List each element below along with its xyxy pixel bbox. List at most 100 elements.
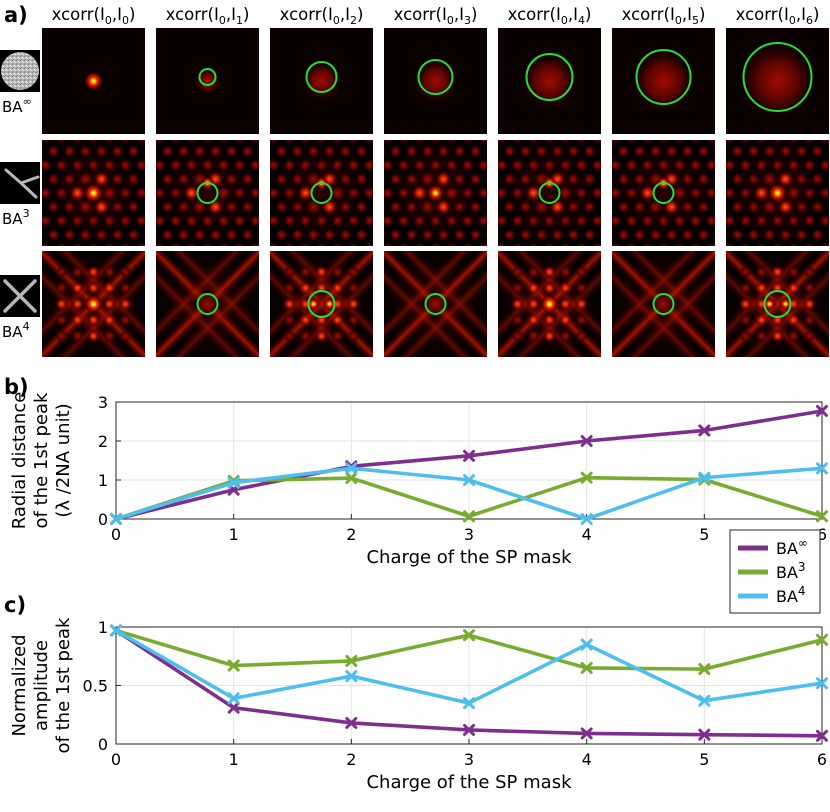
- intensity-lobe: [103, 158, 116, 172]
- y-axis-label-line: amplitude: [31, 640, 52, 731]
- col-header-text: xcorr(I: [394, 5, 447, 24]
- row-label-text: BA3: [2, 207, 30, 228]
- col-header-sub: 3: [464, 14, 471, 27]
- intensity-lobe: [363, 140, 373, 144]
- intensity-lobe: [413, 242, 426, 246]
- intensity-lobe: [445, 242, 458, 246]
- intensity-lobe: [477, 242, 487, 246]
- intensity-lobe: [339, 228, 352, 242]
- intensity-lobe: [557, 185, 574, 201]
- data-point-marker: [110, 513, 122, 525]
- intensity-lobe: [371, 202, 373, 212]
- column-header-2: xcorr(I0,I2): [280, 5, 364, 27]
- intensity-lobe: [347, 186, 360, 200]
- intensity-lobe: [811, 172, 824, 186]
- intensity-lobe: [275, 144, 288, 158]
- intensity-lobe: [649, 228, 662, 242]
- intensity-lobe: [315, 265, 328, 279]
- intensity-lobe: [249, 214, 259, 228]
- intensity-lobe: [384, 146, 386, 156]
- intensity-lobe: [217, 242, 230, 246]
- intensity-lobe: [55, 329, 68, 343]
- intensity-lobe: [583, 144, 596, 158]
- intensity-lobe: [156, 140, 166, 144]
- intensity-lobe: [657, 214, 670, 228]
- intensity-lobe: [559, 242, 572, 246]
- intensity-lobe: [453, 144, 466, 158]
- intensity-lobe: [42, 186, 52, 200]
- intensity-lobe: [777, 198, 794, 215]
- intensity-lobe: [469, 172, 482, 186]
- intensity-lobe: [689, 186, 702, 200]
- diffraction-band: [384, 251, 485, 354]
- intensity-lobe: [241, 172, 254, 186]
- intensity-lobe: [469, 228, 482, 242]
- intensity-lobe: [270, 140, 280, 144]
- xcorr-image-r2-c4: [498, 251, 601, 357]
- intensity-lobe: [413, 158, 426, 172]
- intensity-lobe: [726, 242, 736, 246]
- intensity-lobe: [673, 214, 686, 228]
- legend-entry: BA3: [776, 560, 806, 582]
- intensity-lobe: [543, 265, 556, 279]
- intensity-lobe: [384, 230, 386, 240]
- intensity-lobe: [739, 281, 752, 295]
- intensity-lobe: [779, 298, 792, 310]
- intensity-lobe: [283, 140, 296, 144]
- intensity-lobe: [705, 158, 715, 172]
- intensity-lobe: [787, 158, 800, 172]
- intensity-lobe: [103, 297, 116, 311]
- data-point-marker: [345, 670, 358, 683]
- peak-radius-circle: [198, 68, 217, 86]
- intensity-lobe: [511, 297, 524, 311]
- intensity-lobe: [315, 329, 328, 343]
- intensity-lobe: [559, 214, 572, 228]
- intensity-lobe: [233, 242, 246, 246]
- intensity-lobe: [633, 172, 646, 186]
- intensity-lobe: [485, 230, 487, 240]
- intensity-lobe: [617, 172, 630, 186]
- intensity-lobe: [713, 146, 715, 156]
- row-label-1: BA3: [0, 162, 40, 228]
- row-label-base: BA: [2, 210, 23, 228]
- intensity-lobe: [384, 242, 394, 246]
- x-tick-label: 3: [464, 750, 474, 769]
- intensity-lobe: [291, 172, 304, 186]
- intensity-lobe: [347, 265, 360, 279]
- xcorr-image-grid: [42, 28, 829, 357]
- intensity-lobe: [421, 228, 434, 242]
- data-point-marker: [698, 694, 711, 707]
- intensity-lobe: [397, 140, 410, 144]
- col-header-text: ): [471, 5, 477, 24]
- col-header-text: ,I: [112, 5, 122, 24]
- col-header-text: ): [243, 5, 249, 24]
- image-content: [270, 28, 373, 134]
- intensity-lobe: [331, 281, 344, 295]
- data-point-marker: [463, 449, 475, 462]
- xcorr-image-r0-c1: [156, 28, 259, 134]
- intensity-lobe: [435, 198, 452, 215]
- x-tick-label: 6: [817, 750, 827, 769]
- intensity-lobe: [291, 200, 304, 214]
- intensity-lobe: [755, 242, 768, 246]
- x-tick-label: 1: [229, 750, 239, 769]
- intensity-lobe: [119, 297, 132, 311]
- intensity-lobe: [498, 230, 500, 240]
- peak-radius-circle: [310, 182, 333, 204]
- intensity-lobe: [42, 214, 52, 228]
- intensity-lobe: [185, 140, 198, 144]
- col-header-sub: 0: [561, 14, 568, 27]
- intensity-lobe: [291, 144, 304, 158]
- intensity-lobe: [543, 281, 556, 295]
- data-point-marker: [345, 654, 358, 667]
- intensity-lobe: [397, 242, 410, 246]
- intensity-lobe: [453, 200, 466, 214]
- intensity-lobe: [795, 228, 808, 242]
- intensity-lobe: [283, 242, 296, 246]
- intensity-lobe: [633, 200, 646, 214]
- intensity-lobe: [612, 140, 622, 144]
- intensity-lobe: [755, 281, 768, 295]
- intensity-lobe: [559, 297, 572, 311]
- intensity-lobe: [525, 185, 542, 201]
- intensity-lobe: [315, 158, 328, 172]
